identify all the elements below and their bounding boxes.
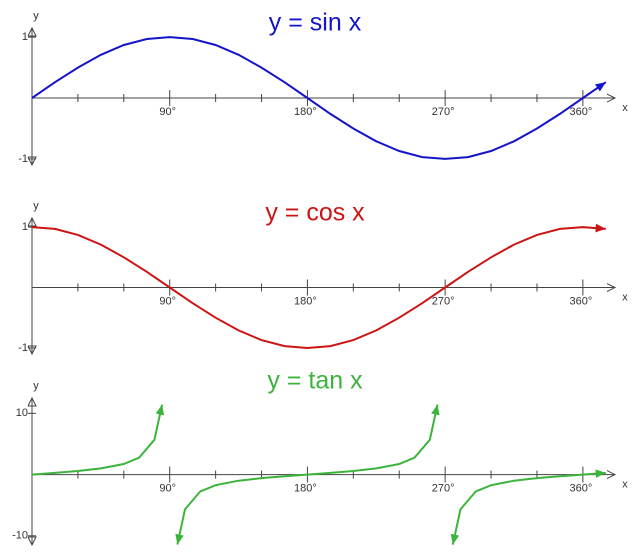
y-tick-label: -10 [12,530,28,542]
x-axis-arrow [606,470,617,480]
chart-title: y = cos x [265,199,365,227]
y-axis-arrow [27,536,37,547]
y-axis-arrow [27,396,37,407]
line-arrow [595,469,606,478]
chart-title: y = tan x [267,367,363,395]
x-tick-label: 270° [432,295,455,307]
line-series [31,226,606,350]
line-arrow [155,404,165,416]
line-arrow [431,404,440,416]
y-axis-arrow [27,156,37,167]
line-series [31,404,606,545]
y-axis-label: y [33,380,39,392]
x-tick-label: 90° [159,482,176,494]
y-axis-arrow [27,26,37,37]
x-tick-label: 90° [159,295,176,307]
y-axis-arrow [27,216,37,227]
y-axis-label: y [33,10,39,22]
x-tick-label: 180° [294,482,317,494]
x-tick-label: 360° [569,482,592,494]
x-tick-label: 180° [294,295,317,307]
line-series [31,36,607,160]
x-tick-label: 270° [432,106,455,118]
y-tick-label: 1 [22,31,28,43]
x-tick-label: 360° [569,295,592,307]
x-axis-arrow [606,93,617,103]
x-tick-label: 270° [432,482,455,494]
x-axis-arrow [606,283,617,292]
x-axis-label: x [622,291,628,303]
line-arrow [595,223,606,233]
x-tick-label: 180° [294,106,317,118]
y-tick-label: 10 [16,407,28,419]
line-arrow [175,533,184,545]
y-tick-label: 1 [22,221,28,233]
x-tick-label: 90° [159,106,176,118]
x-tick-label: 360° [569,106,592,118]
chart-title: y = sin x [269,9,362,37]
y-tick-label: -1 [18,342,28,354]
y-axis-label: y [33,200,39,212]
x-axis-label: x [622,102,628,114]
line-arrow [595,82,606,92]
x-axis-label: x [622,478,628,490]
y-tick-label: -1 [18,153,28,165]
y-axis-arrow [27,345,37,356]
line-arrow [450,533,460,545]
